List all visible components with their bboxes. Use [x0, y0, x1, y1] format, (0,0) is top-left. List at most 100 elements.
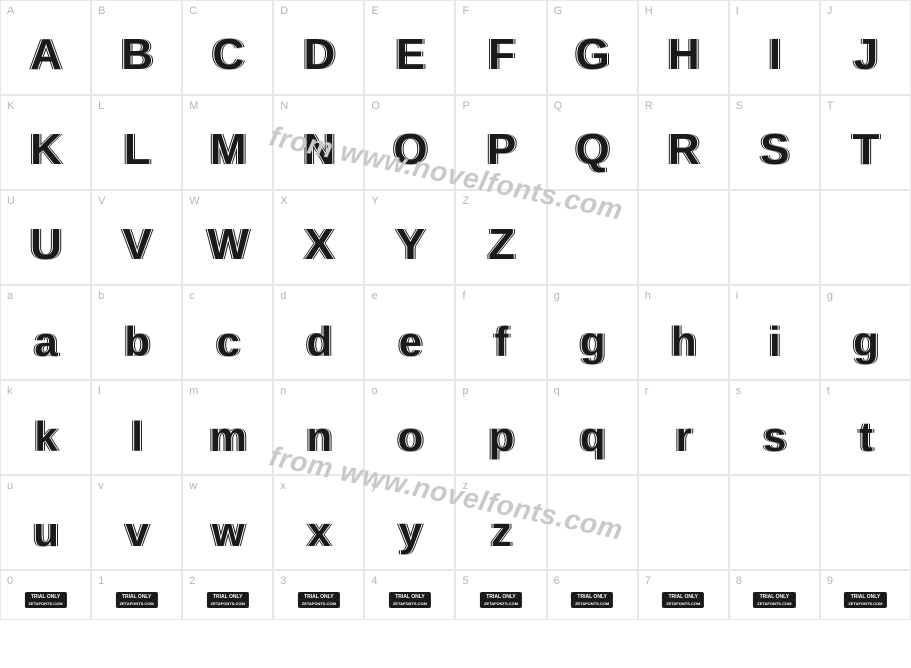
cell-label: S	[736, 100, 743, 112]
glyph: Q	[576, 128, 609, 172]
glyph-cell: bb	[91, 285, 182, 380]
trial-badge-line2: ZETAFONTS.COM	[211, 602, 245, 606]
glyph: a	[34, 321, 56, 363]
trial-badge-line1: TRIAL ONLY	[395, 594, 424, 600]
cell-label: l	[98, 385, 100, 397]
glyph: m	[210, 416, 246, 458]
cell-label: V	[98, 195, 105, 207]
glyph: f	[495, 321, 508, 363]
cell-label: C	[189, 5, 197, 17]
trial-badge-line2: ZETAFONTS.COM	[757, 602, 791, 606]
glyph: e	[399, 321, 421, 363]
trial-badge: TRIAL ONLYZETAFONTS.COM	[753, 592, 795, 610]
cell-label: M	[189, 100, 198, 112]
glyph-cell: zz	[455, 475, 546, 570]
cell-label: p	[462, 385, 468, 397]
cell-label: O	[371, 100, 380, 112]
glyph-cell: xx	[273, 475, 364, 570]
glyph: K	[30, 128, 61, 172]
glyph-cell: yy	[364, 475, 455, 570]
cell-label: 5	[462, 575, 468, 587]
glyph: z	[491, 511, 511, 553]
cell-label: b	[98, 290, 104, 302]
cell-label: i	[736, 290, 738, 302]
glyph: h	[671, 321, 696, 363]
glyph-cell	[638, 475, 729, 570]
trial-badge-line1: TRIAL ONLY	[851, 594, 880, 600]
trial-badge-line2: ZETAFONTS.COM	[28, 602, 62, 606]
cell-label: x	[280, 480, 286, 492]
glyph: O	[393, 128, 426, 172]
glyph: p	[489, 416, 514, 458]
trial-badge: TRIAL ONLYZETAFONTS.COM	[116, 592, 158, 610]
cell-label: 8	[736, 575, 742, 587]
cell-label: Q	[554, 100, 563, 112]
cell-label: B	[98, 5, 105, 17]
glyph: w	[212, 511, 244, 553]
glyph-cell: II	[729, 0, 820, 95]
cell-label: z	[462, 480, 468, 492]
glyph: L	[124, 128, 150, 172]
glyph: c	[217, 321, 239, 363]
glyph-cell: ll	[91, 380, 182, 475]
cell-label: h	[645, 290, 651, 302]
glyph-cell	[820, 190, 911, 285]
cell-label: 2	[189, 575, 195, 587]
glyph: o	[398, 416, 423, 458]
trial-badge: TRIAL ONLYZETAFONTS.COM	[571, 592, 613, 610]
cell-label: k	[7, 385, 13, 397]
glyph-cell: TT	[820, 95, 911, 190]
cell-label: D	[280, 5, 288, 17]
glyph: n	[307, 416, 332, 458]
glyph-cell: tt	[820, 380, 911, 475]
glyph-cell: LL	[91, 95, 182, 190]
trial-badge: TRIAL ONLYZETAFONTS.COM	[298, 592, 340, 610]
cell-label: L	[98, 100, 104, 112]
trial-badge: TRIAL ONLYZETAFONTS.COM	[480, 592, 522, 610]
glyph: l	[131, 416, 142, 458]
glyph: g	[853, 321, 878, 363]
glyph: k	[34, 416, 56, 458]
trial-badge-line2: ZETAFONTS.COM	[302, 602, 336, 606]
trial-badge-line2: ZETAFONTS.COM	[484, 602, 518, 606]
cell-label: 1	[98, 575, 104, 587]
glyph-cell: aa	[0, 285, 91, 380]
glyph-cell: 5 TRIAL ONLYZETAFONTS.COM	[455, 570, 546, 620]
glyph: H	[668, 33, 699, 77]
glyph-cell: NN	[273, 95, 364, 190]
glyph-cell: BB	[91, 0, 182, 95]
cell-label: K	[7, 100, 14, 112]
cell-label: U	[7, 195, 15, 207]
glyph: P	[487, 128, 515, 172]
glyph: A	[30, 33, 61, 77]
trial-badge-line2: ZETAFONTS.COM	[575, 602, 609, 606]
glyph-cell: dd	[273, 285, 364, 380]
cell-label: R	[645, 100, 653, 112]
glyph-cell: kk	[0, 380, 91, 475]
glyph: y	[399, 511, 421, 553]
trial-badge-line1: TRIAL ONLY	[213, 594, 242, 600]
glyph-cell: 2 TRIAL ONLY ZETAFONTS.COM	[182, 570, 273, 620]
glyph-cell: qq	[547, 380, 638, 475]
glyph: d	[307, 321, 332, 363]
trial-badge-line1: TRIAL ONLY	[31, 594, 60, 600]
glyph-cell: SS	[729, 95, 820, 190]
font-specimen-grid: AABBCCDDEEFFGGHHIIJJKKLLMMNNOOPPQQRRSSTT…	[0, 0, 911, 620]
glyph-cell: pp	[455, 380, 546, 475]
glyph-cell: OO	[364, 95, 455, 190]
glyph: g	[580, 321, 605, 363]
cell-label: n	[280, 385, 286, 397]
glyph: i	[769, 321, 780, 363]
glyph-cell: YY	[364, 190, 455, 285]
cell-label: 4	[371, 575, 377, 587]
glyph-cell	[638, 190, 729, 285]
cell-label: t	[827, 385, 830, 397]
glyph: r	[676, 416, 691, 458]
glyph-cell: ZZ	[455, 190, 546, 285]
cell-label: H	[645, 5, 653, 17]
glyph-cell: EE	[364, 0, 455, 95]
glyph: t	[859, 416, 872, 458]
cell-label: 3	[280, 575, 286, 587]
glyph-cell: FF	[455, 0, 546, 95]
cell-label: X	[280, 195, 287, 207]
